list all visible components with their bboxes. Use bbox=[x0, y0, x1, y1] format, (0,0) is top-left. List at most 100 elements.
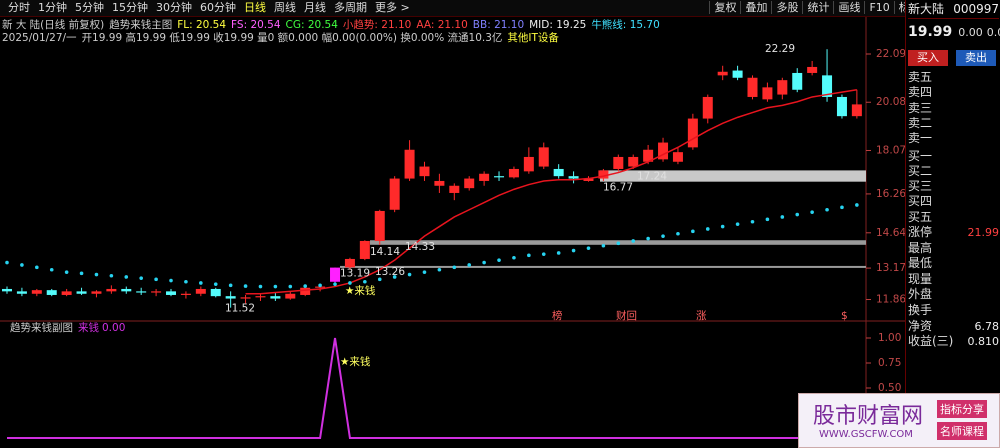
header-item: 牛熊线: 15.70 bbox=[591, 19, 660, 31]
header-line1: 新 大 陆(日线 前复权) 趋势来钱主图 FL: 20.54 FS: 20.54 CG:… bbox=[2, 17, 665, 32]
y-tick-label: 0.50 bbox=[878, 382, 901, 394]
stat-label: 收益(三) bbox=[908, 334, 954, 349]
indicator-dot bbox=[94, 272, 99, 277]
book-label: 买五 bbox=[908, 209, 933, 224]
indicator-dot bbox=[855, 203, 859, 207]
candle-body bbox=[61, 291, 72, 295]
indicator-dot bbox=[616, 241, 621, 246]
watermark-url: WWW.GSCFW.COM bbox=[819, 429, 913, 440]
signal-marker: 财回 bbox=[616, 309, 637, 322]
candle-body bbox=[658, 142, 669, 160]
candle-body bbox=[464, 178, 475, 189]
toolbar-button[interactable]: 叠加 bbox=[740, 1, 772, 14]
sell-button[interactable]: 卖出 bbox=[956, 50, 996, 66]
indicator-dot bbox=[154, 277, 158, 282]
y-tick-label: 11.86 bbox=[876, 294, 905, 306]
indicator-dot bbox=[586, 246, 591, 250]
toolbar-button[interactable]: 统计 bbox=[802, 1, 834, 14]
toolbar-tab[interactable]: 日线 bbox=[244, 1, 266, 14]
watermark: 股市财富网 WWW.GSCFW.COM 指标分享 名师课程 bbox=[798, 393, 1000, 448]
sidebar: 新大陆00099719.990.000.00%买入卖出卖五卖四卖三卖二卖一买一买… bbox=[905, 0, 1000, 448]
toolbar-tab[interactable]: 15分钟 bbox=[112, 1, 148, 14]
indicator-dot bbox=[109, 273, 114, 278]
candle-body bbox=[613, 156, 624, 169]
candle-body bbox=[389, 178, 400, 210]
buy-button[interactable]: 买入 bbox=[908, 50, 948, 66]
stat-label: 最低 bbox=[908, 256, 933, 271]
toolbar-tab[interactable]: 周线 bbox=[274, 1, 296, 14]
candle-body bbox=[628, 156, 639, 167]
toolbar-tab[interactable]: 1分钟 bbox=[38, 1, 67, 14]
candle-body bbox=[240, 297, 251, 299]
indicator-dot bbox=[482, 260, 486, 265]
sidebar-row: 买四 bbox=[908, 194, 999, 209]
toolbar-tab[interactable]: 月线 bbox=[304, 1, 326, 14]
candle-body bbox=[687, 118, 698, 148]
sidebar-row: 卖二 bbox=[908, 116, 999, 131]
toolbar-tab[interactable]: 5分钟 bbox=[75, 1, 104, 14]
book-label: 买一 bbox=[908, 148, 933, 163]
candle-body bbox=[285, 293, 296, 299]
price-annotation: 14.14 bbox=[370, 246, 400, 258]
toolbar-tab[interactable]: 30分钟 bbox=[156, 1, 192, 14]
watermark-tag: 指标分享 bbox=[937, 400, 987, 418]
indicator-dot bbox=[407, 272, 412, 277]
candle-body bbox=[419, 166, 430, 177]
signal-marker: 涨 bbox=[696, 310, 707, 322]
chart-title: 趋势来钱主图 bbox=[110, 17, 173, 28]
toolbar-button[interactable]: 多股 bbox=[771, 1, 803, 14]
toolbar-button[interactable]: F10 bbox=[864, 1, 894, 14]
stat-label: 外盘 bbox=[908, 287, 933, 302]
candle-body bbox=[225, 296, 236, 299]
y-tick-label: 1.00 bbox=[878, 332, 901, 344]
sidebar-row: 卖四 bbox=[908, 85, 999, 100]
toolbar: 分时 1分钟 5分钟 15分钟 30分钟 60分钟 日线 周线 月线 多周期 更多 > 复权 叠加 多股统… bbox=[0, 0, 1000, 17]
sidebar-row: 买二 bbox=[908, 164, 999, 179]
indicator-dot bbox=[139, 276, 143, 280]
sub-title: 趋势来钱副图 bbox=[10, 321, 73, 334]
y-tick-label: 16.26 bbox=[876, 188, 905, 200]
toolbar-tab[interactable]: 更多 > bbox=[375, 1, 410, 14]
toolbar-tab[interactable]: 60分钟 bbox=[200, 1, 236, 14]
candle-body bbox=[479, 173, 490, 181]
candle-body bbox=[449, 185, 460, 193]
candle-body bbox=[16, 291, 27, 294]
sidebar-row: 卖三 bbox=[908, 101, 999, 116]
stat-value: 6.78 bbox=[974, 319, 1000, 333]
stat-label: 换手 bbox=[908, 303, 933, 317]
header-item: 2025/01/27/一 bbox=[2, 32, 77, 44]
book-label: 买四 bbox=[908, 194, 933, 209]
book-label: 卖四 bbox=[908, 85, 933, 100]
candle-body bbox=[46, 290, 57, 295]
candle-body bbox=[31, 290, 42, 294]
candle-body bbox=[672, 152, 683, 162]
indicator-dot bbox=[169, 278, 173, 283]
candle-body bbox=[583, 178, 594, 181]
candle-body bbox=[255, 296, 266, 298]
toolbar-button[interactable]: 画线 bbox=[833, 1, 865, 14]
price-annotation: 14.33 bbox=[405, 241, 435, 253]
header-item: BB: 21.10 bbox=[472, 19, 525, 31]
indicator-dot bbox=[333, 282, 337, 286]
toolbar-tab[interactable]: 分时 bbox=[8, 1, 30, 14]
candle-body bbox=[121, 288, 132, 292]
candle-body bbox=[777, 80, 788, 95]
candle-body bbox=[538, 147, 549, 167]
toolbar-tab[interactable]: 多周期 bbox=[334, 1, 367, 14]
indicator-dot bbox=[750, 219, 755, 224]
header-line2: 2025/01/27/一 开19.99 高19.99 低19.99 收19.99 … bbox=[2, 30, 564, 45]
header-item: 开19.99 高19.99 低19.99 收19.99 量0 额0.000 幅0… bbox=[81, 32, 503, 44]
sidebar-row: 买一 bbox=[908, 149, 999, 164]
toolbar-button[interactable]: 复权 bbox=[709, 1, 741, 14]
indicator-dot bbox=[765, 217, 770, 222]
indicator-dot bbox=[124, 275, 129, 279]
stat-value: 21.99 bbox=[967, 226, 1000, 239]
price-annotation: 13.26 bbox=[375, 266, 405, 278]
candle-body bbox=[598, 170, 609, 179]
indicator-dot bbox=[20, 263, 24, 267]
indicator-dot bbox=[35, 265, 39, 270]
book-label: 买二 bbox=[908, 163, 933, 178]
sidebar-row: 卖五 bbox=[908, 70, 999, 85]
sidebar-row: 净资 6.78 bbox=[908, 319, 999, 334]
